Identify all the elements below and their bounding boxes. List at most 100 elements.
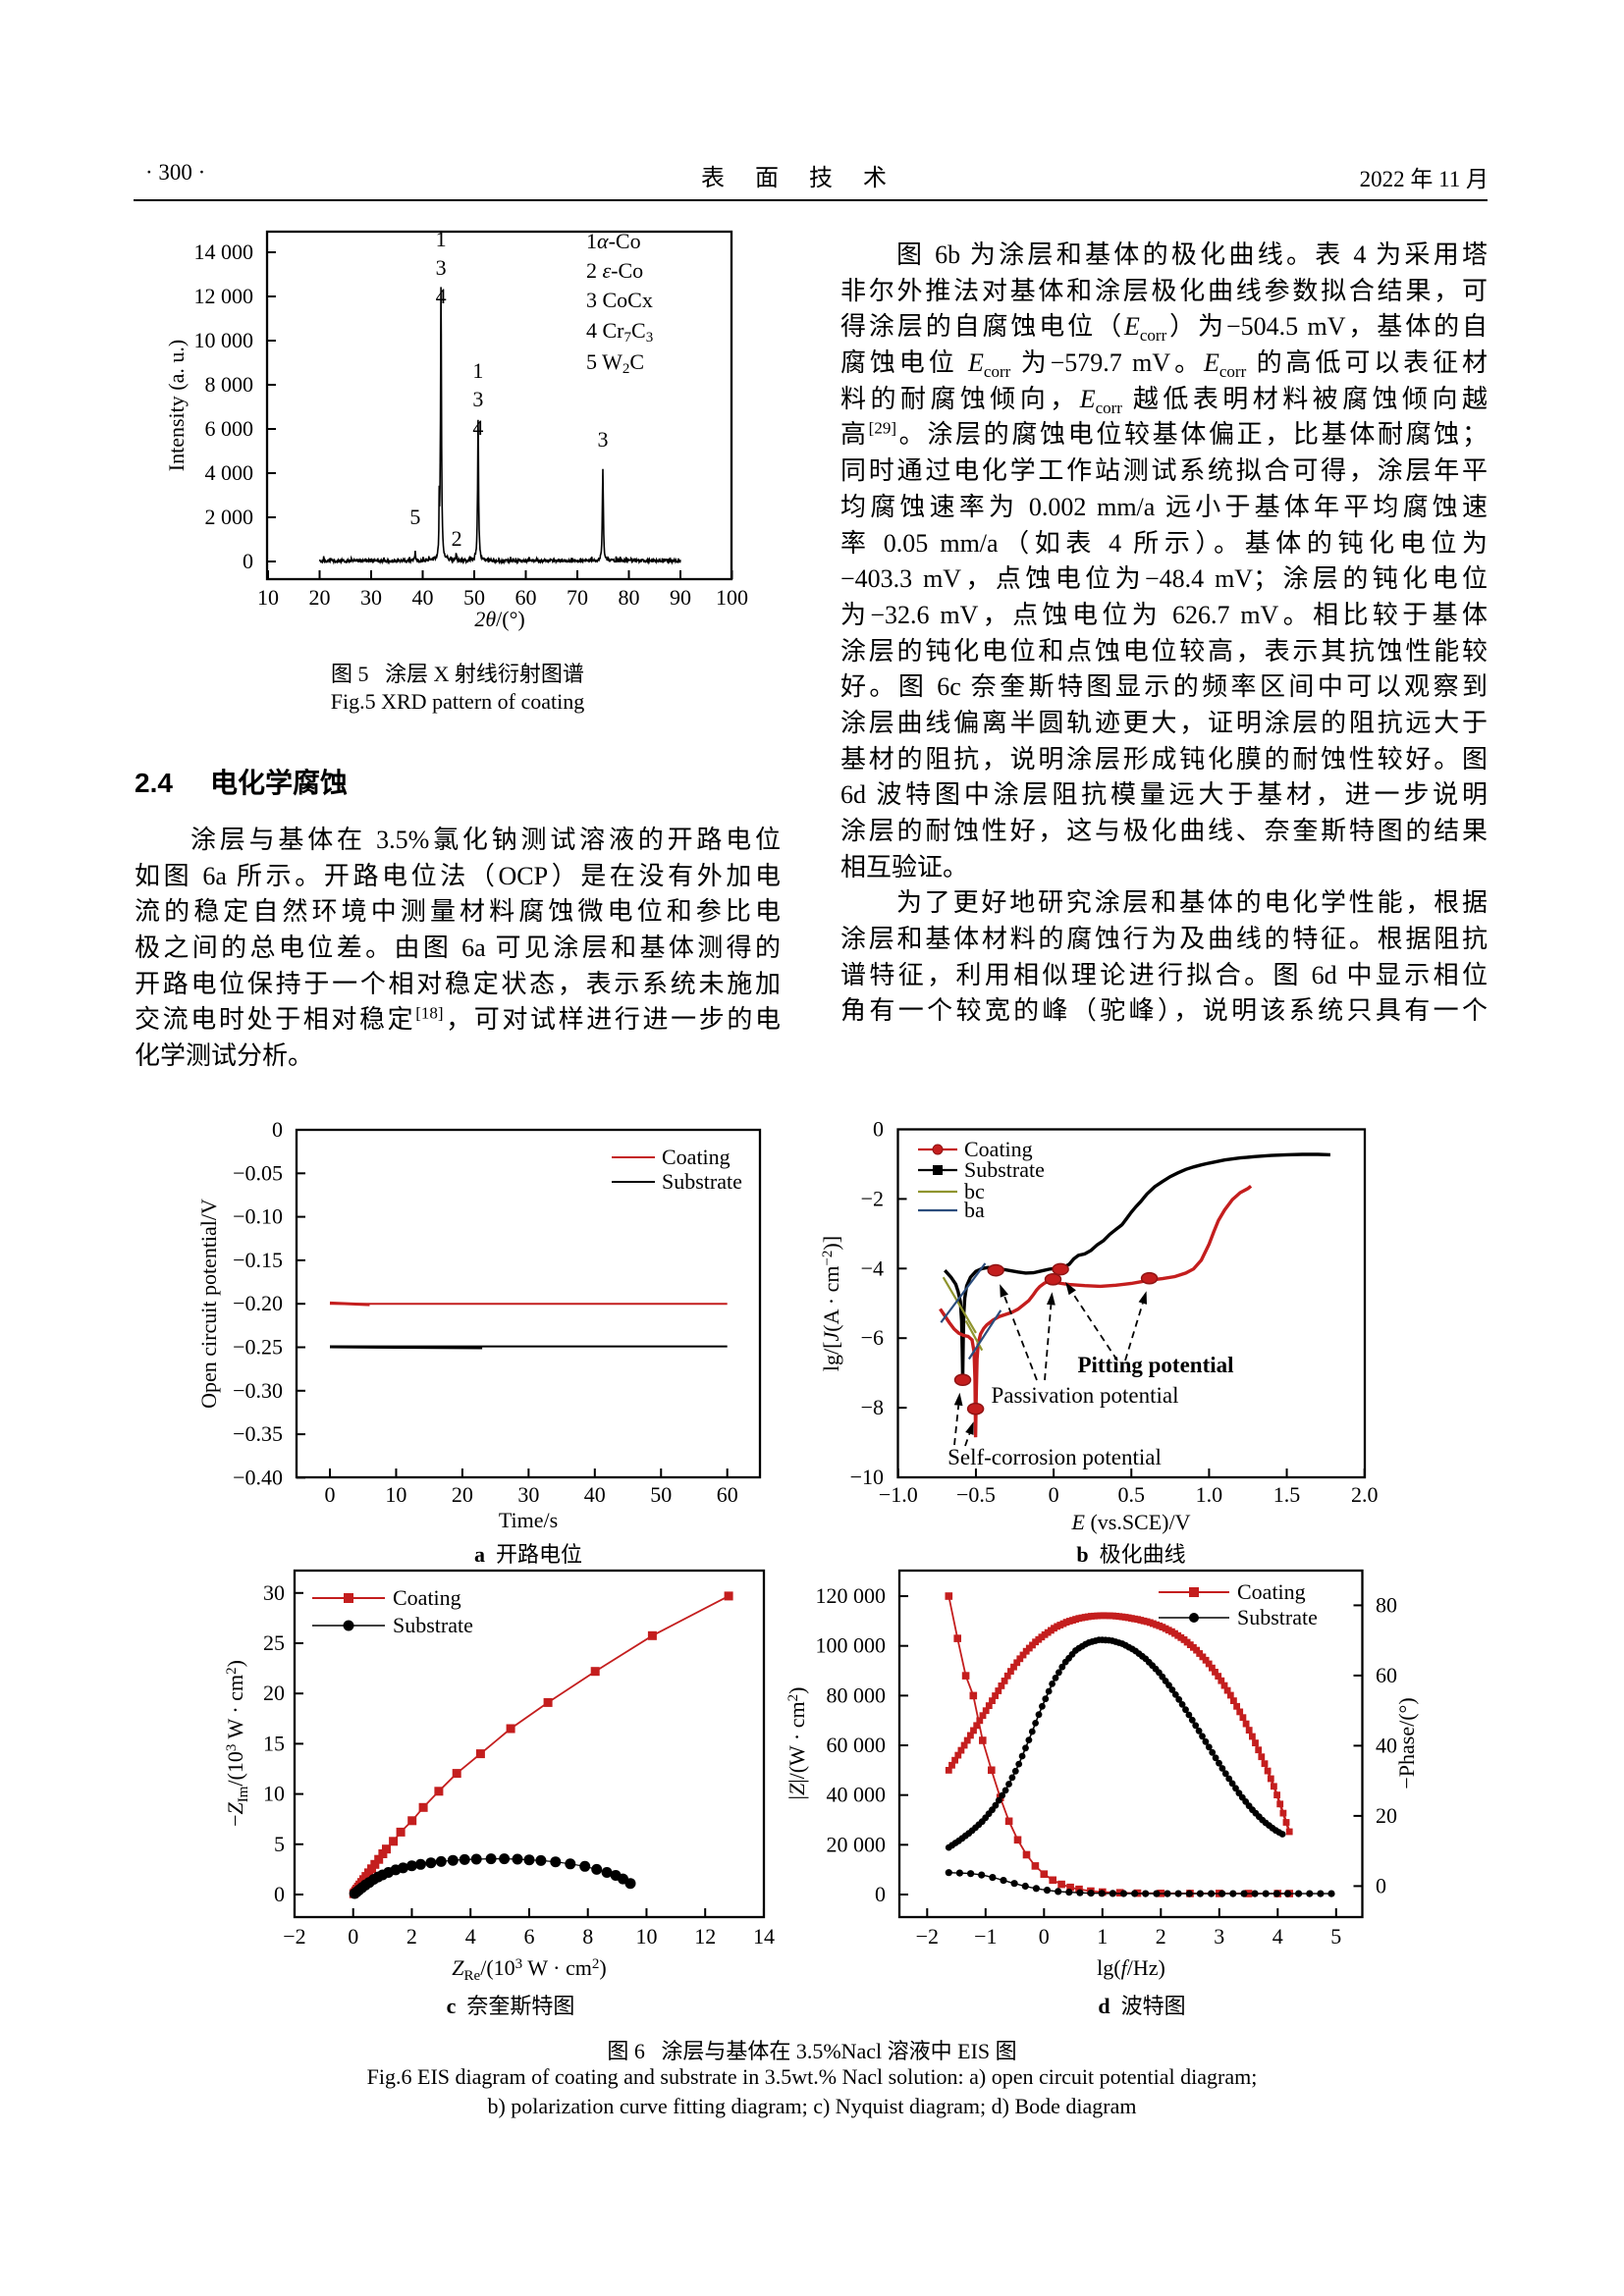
svg-text:40: 40 [1376,1733,1397,1757]
svg-text:−2: −2 [861,1186,884,1210]
svg-text:20: 20 [309,585,331,610]
svg-text:20: 20 [1376,1803,1397,1828]
svg-text:14: 14 [753,1924,775,1949]
svg-text:20 000: 20 000 [827,1832,887,1856]
svg-text:80: 80 [619,585,640,610]
svg-text:5: 5 [409,505,420,529]
svg-text:10 000: 10 000 [194,328,254,352]
svg-text:30: 30 [263,1580,285,1605]
svg-text:25: 25 [263,1630,285,1655]
svg-text:−0.40: −0.40 [233,1465,283,1489]
svg-text:3: 3 [1214,1924,1224,1949]
svg-text:−0.10: −0.10 [233,1204,283,1229]
svg-text:Intensity (a. u.): Intensity (a. u.) [164,340,189,471]
svg-text:100 000: 100 000 [816,1633,887,1658]
svg-text:−1.0: −1.0 [879,1482,918,1507]
svg-text:−0.05: −0.05 [233,1160,283,1185]
svg-text:3: 3 [472,387,483,411]
svg-text:5 W2C: 5 W2C [586,349,644,377]
svg-text:2 000: 2 000 [205,505,254,529]
svg-text:40 000: 40 000 [827,1783,887,1807]
svg-text:30: 30 [360,585,382,610]
svg-text:0: 0 [272,1117,283,1142]
svg-text:1: 1 [1097,1924,1108,1949]
svg-text:−2: −2 [916,1924,939,1949]
svg-text:80 000: 80 000 [827,1682,887,1707]
svg-text:ba: ba [964,1198,985,1222]
svg-text:−1: −1 [974,1924,997,1949]
svg-text:12: 12 [694,1924,716,1949]
svg-text:3: 3 [436,255,447,280]
svg-text:60: 60 [1376,1663,1397,1687]
svg-text:8: 8 [582,1924,593,1949]
svg-text:6: 6 [524,1924,535,1949]
svg-text:−Phase/(°): −Phase/(°) [1394,1697,1419,1789]
svg-text:3 CoCx: 3 CoCx [586,288,653,312]
svg-text:Coating: Coating [662,1145,731,1169]
svg-text:0: 0 [325,1482,336,1507]
svg-text:−4: −4 [861,1255,884,1280]
svg-text:1.5: 1.5 [1273,1482,1301,1507]
svg-text:2 ε-Co: 2 ε-Co [586,258,643,283]
svg-text:0: 0 [873,1117,884,1142]
svg-text:100: 100 [716,585,748,610]
svg-text:−8: −8 [861,1395,884,1419]
svg-text:40: 40 [412,585,434,610]
svg-text:5: 5 [1330,1924,1341,1949]
svg-text:1.0: 1.0 [1196,1482,1223,1507]
svg-text:120 000: 120 000 [816,1583,887,1608]
svg-text:lg/[J(A · cm−2)]: lg/[J(A · cm−2)] [819,1236,843,1371]
svg-text:lg(f/Hz): lg(f/Hz) [1097,1955,1165,1980]
svg-text:0.5: 0.5 [1117,1482,1145,1507]
svg-text:10: 10 [636,1924,658,1949]
svg-text:−0.5: −0.5 [956,1482,996,1507]
svg-text:10: 10 [263,1782,285,1806]
svg-text:6 000: 6 000 [205,416,254,441]
svg-text:Substrate: Substrate [964,1157,1045,1182]
svg-text:50: 50 [650,1482,672,1507]
svg-text:−0.30: −0.30 [233,1378,283,1403]
svg-text:1: 1 [472,358,483,383]
svg-text:2: 2 [1156,1924,1166,1949]
svg-text:0: 0 [348,1924,358,1949]
svg-text:40: 40 [584,1482,606,1507]
svg-text:90: 90 [670,585,691,610]
svg-text:3: 3 [598,427,609,452]
svg-text:−0.25: −0.25 [233,1335,283,1360]
svg-text:4: 4 [436,284,447,308]
svg-text:Substrate: Substrate [662,1169,742,1194]
svg-text:4 Cr7C3: 4 Cr7C3 [586,318,653,346]
svg-text:Coating: Coating [393,1585,461,1610]
svg-text:1: 1 [436,227,447,251]
svg-text:−0.35: −0.35 [233,1421,283,1446]
svg-text:Time/s: Time/s [499,1508,558,1532]
svg-text:4: 4 [472,415,483,440]
svg-text:60 000: 60 000 [827,1733,887,1757]
svg-text:4 000: 4 000 [205,460,254,485]
svg-text:−ZIm/(103 W · cm2): −ZIm/(103 W · cm2) [223,1660,251,1827]
svg-text:0: 0 [1039,1924,1050,1949]
svg-text:Coating: Coating [964,1137,1033,1161]
svg-text:4: 4 [465,1924,476,1949]
svg-text:0: 0 [243,549,253,573]
svg-text:50: 50 [463,585,485,610]
svg-text:70: 70 [567,585,588,610]
svg-text:4: 4 [1272,1924,1283,1949]
svg-text:−0.15: −0.15 [233,1248,283,1272]
svg-text:10: 10 [385,1482,406,1507]
svg-text:12 000: 12 000 [194,284,254,308]
svg-text:−10: −10 [850,1465,884,1489]
svg-text:−6: −6 [861,1325,884,1350]
svg-text:2: 2 [452,526,462,551]
svg-text:20: 20 [452,1482,473,1507]
svg-text:ZRe/(103 W · cm2): ZRe/(103 W · cm2) [452,1955,606,1984]
svg-text:0: 0 [875,1882,886,1906]
svg-text:Passivation potential: Passivation potential [991,1383,1178,1408]
svg-text:0: 0 [1376,1873,1386,1897]
svg-text:10: 10 [257,585,279,610]
svg-text:2θ/(°): 2θ/(°) [474,607,524,631]
svg-text:E (vs.SCE)/V: E (vs.SCE)/V [1070,1510,1190,1534]
svg-text:5: 5 [274,1832,285,1856]
svg-text:Self-corrosion potential: Self-corrosion potential [947,1445,1162,1469]
svg-text:1α-Co: 1α-Co [586,229,641,253]
